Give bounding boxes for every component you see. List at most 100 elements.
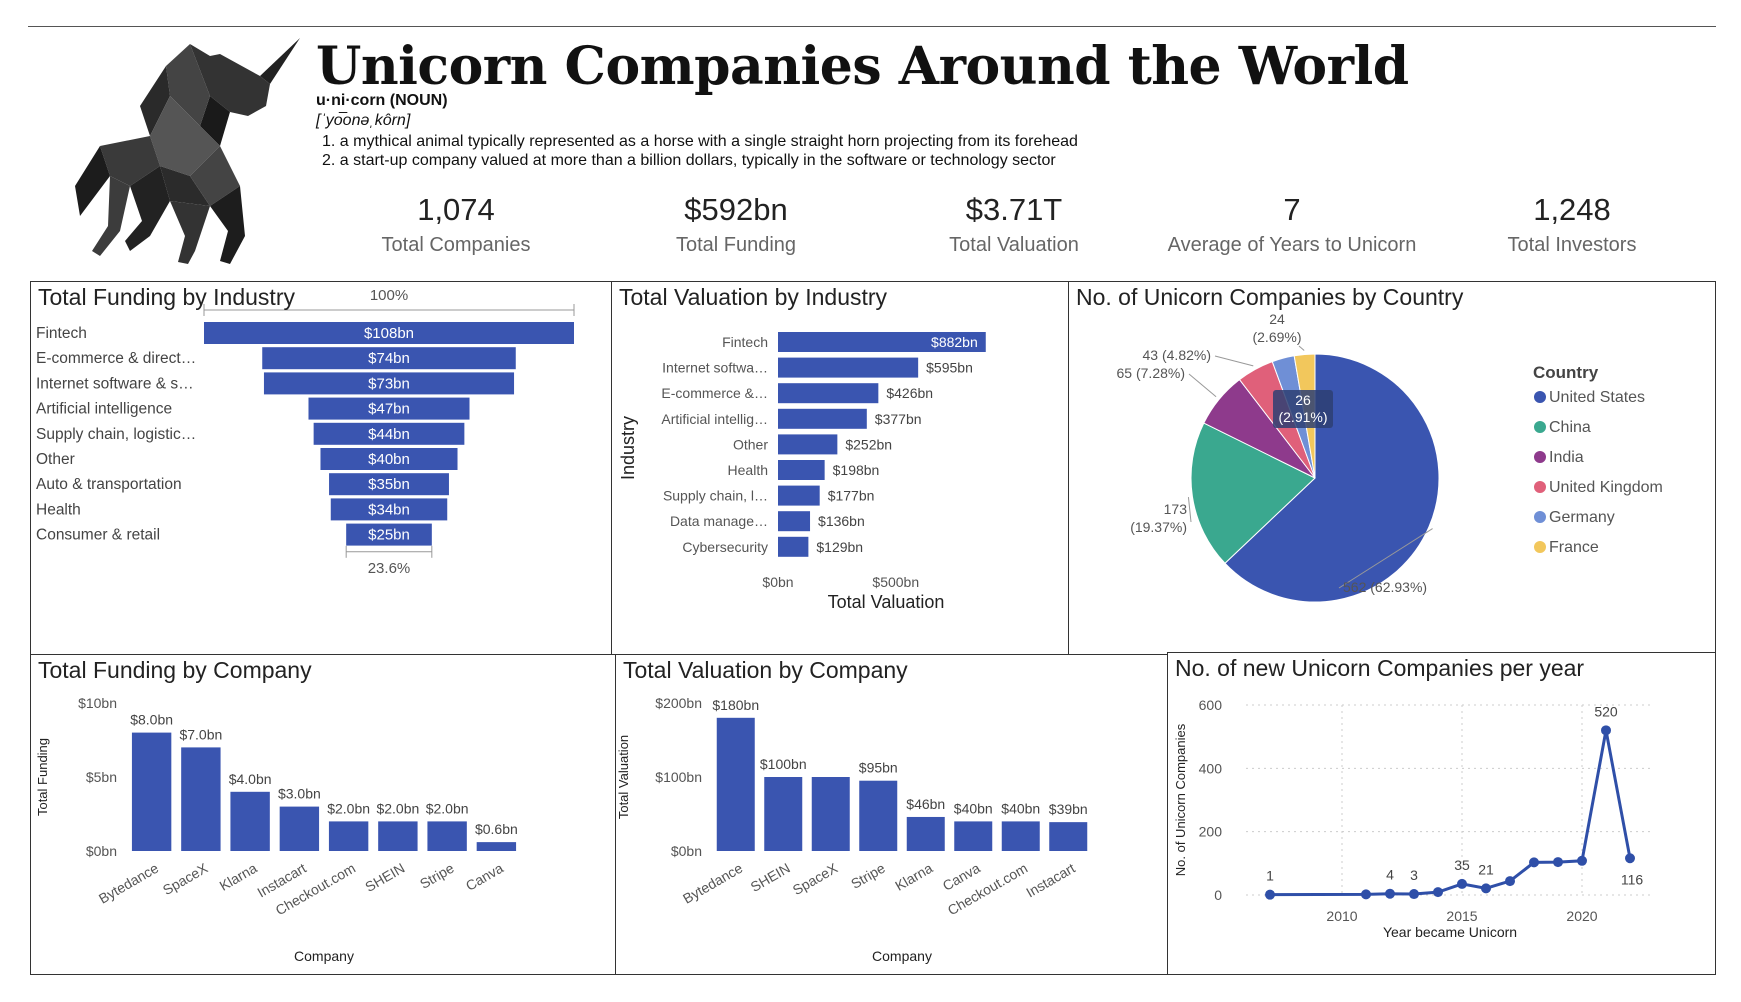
funnel-category-label: Health xyxy=(36,501,81,518)
funnel-bar-label: $73bn xyxy=(368,375,410,392)
panel-funding-by-company[interactable]: Total Funding by Company $0bn $5bn $10bn $8… xyxy=(30,654,616,975)
company-bar xyxy=(811,777,850,851)
panel-valuation-by-company[interactable]: Total Valuation by Company $0bn $100bn $20… xyxy=(615,654,1168,975)
series-point xyxy=(1409,889,1419,900)
legend-title: Country xyxy=(1533,363,1599,382)
company-category-label: SHEIN xyxy=(362,860,407,895)
funnel-bottom-label: 23.6% xyxy=(368,560,411,577)
point-label: 35 xyxy=(1454,857,1470,873)
legend-entry: India xyxy=(1549,449,1584,466)
y-tick-label: $5bn xyxy=(86,769,117,785)
series-point xyxy=(1361,889,1371,900)
valuation-industry-bar-label: $377bn xyxy=(875,411,922,427)
funnel-bar xyxy=(320,448,458,470)
point-label: 520 xyxy=(1594,703,1618,719)
company-category-label: SpaceX xyxy=(790,859,841,898)
pie-slice-label: 65 (7.28%) xyxy=(1117,365,1185,381)
legend-entry: United Kingdom xyxy=(1549,479,1663,496)
company-bar-label: $40bn xyxy=(1001,800,1040,816)
legend-entry: Germany xyxy=(1549,509,1615,526)
point-label: 21 xyxy=(1478,861,1494,877)
pie-leader-line xyxy=(1187,497,1192,523)
funnel-bar-label: $74bn xyxy=(368,350,410,367)
valuation-industry-bar-label: $136bn xyxy=(818,513,865,529)
series-point xyxy=(1553,857,1563,868)
pie-slice-label: (2.69%) xyxy=(1252,329,1301,345)
kpi-total-investors: 1,248 Total Investors xyxy=(1432,192,1712,257)
panel-funding-by-industry[interactable]: Total Funding by Industry 100% $108bn Fint… xyxy=(30,281,612,655)
page-title: Unicorn Companies Around the World xyxy=(316,36,1409,97)
chart-funding-by-company: $0bn $5bn $10bn $8.0bn Bytedance $7.0bn SpaceX… xyxy=(35,695,518,964)
pie-slice-label: (19.37%) xyxy=(1130,519,1187,535)
company-category-label: Klarna xyxy=(217,860,260,894)
valuation-industry-bar xyxy=(778,434,838,455)
y-tick-label: 0 xyxy=(1214,887,1222,903)
panel-new-unicorns-per-year[interactable]: No. of new Unicorn Companies per year 0 2… xyxy=(1167,652,1716,975)
panel-companies-by-country[interactable]: No. of Unicorn Companies by Country 562 … xyxy=(1068,281,1716,655)
company-category-label: Stripe xyxy=(848,860,888,892)
valuation-industry-category: Fintech xyxy=(722,334,768,350)
y-axis-title: Total Valuation xyxy=(616,735,631,819)
x-axis-title: Company xyxy=(294,948,354,964)
company-bar xyxy=(859,780,898,851)
valuation-industry-category: Cybersecurity xyxy=(682,539,768,555)
funnel-bar-label: $25bn xyxy=(368,527,410,544)
point-label: 1 xyxy=(1266,868,1274,884)
kpi-label: Total Funding xyxy=(675,234,797,256)
x-axis-title: Year became Unicorn xyxy=(1383,924,1517,940)
series-point xyxy=(1265,889,1275,900)
company-bar-label: $100bn xyxy=(760,756,807,772)
company-bar xyxy=(716,717,755,851)
panel-title: Total Funding by Industry xyxy=(38,284,295,310)
definition-item: 1. a mythical animal typically represent… xyxy=(322,133,1078,150)
funnel-category-label: Consumer & retail xyxy=(36,527,160,544)
chart-new-unicorns-per-year: 0 200 400 600 2010 2015 2020 1 4 3 35 21 520 116 Year … xyxy=(1173,697,1654,940)
pie-leader-line xyxy=(1188,373,1217,398)
pie-leader-line xyxy=(1214,355,1254,367)
company-bar xyxy=(427,821,467,851)
company-bar xyxy=(328,821,369,851)
company-bar-label: $2.0bn xyxy=(426,800,469,816)
valuation-industry-bar-label: $595bn xyxy=(926,360,973,376)
series-line xyxy=(1269,730,1632,897)
header-rule xyxy=(28,26,1716,27)
chart-valuation-by-company: $0bn $100bn $200bn $180bn Bytedance $100bn SHE… xyxy=(616,695,1088,964)
point-label: 4 xyxy=(1386,867,1394,883)
funnel-bar-label: $47bn xyxy=(368,401,410,418)
pie-leader-line xyxy=(1298,345,1305,351)
y-tick-label: 600 xyxy=(1199,697,1223,713)
pie-slice xyxy=(1224,353,1440,603)
series-point xyxy=(1505,876,1515,887)
valuation-industry-bar-label: $129bn xyxy=(816,539,863,555)
valuation-industry-bar xyxy=(778,536,809,557)
valuation-industry-category: E-commerce &… xyxy=(661,385,768,401)
panel-title: No. of Unicorn Companies by Country xyxy=(1076,284,1464,310)
valuation-industry-category: Internet softwa… xyxy=(662,360,768,376)
company-bar-label: $46bn xyxy=(906,796,945,812)
chart-funding-by-industry: 100% $108bn Fintech $74bn E-commerce & direc… xyxy=(36,287,575,577)
company-category-label: SHEIN xyxy=(748,860,793,895)
company-bar-label: $95bn xyxy=(859,760,898,776)
x-tick-label: 2020 xyxy=(1566,908,1597,924)
kpi-value: $592bn xyxy=(684,192,788,227)
kpi-label: Total Valuation xyxy=(949,234,1079,256)
kpi-total-companies: 1,074 Total Companies xyxy=(316,192,596,257)
definition-word: u·ni·corn (NOUN) xyxy=(316,92,448,109)
kpi-value: 1,248 xyxy=(1533,192,1611,227)
kpi-total-valuation: $3.71T Total Valuation xyxy=(874,192,1154,257)
panel-valuation-by-industry[interactable]: Total Valuation by Industry Fintech $882b… xyxy=(611,281,1069,655)
kpi-average-years: 7 Average of Years to Unicorn xyxy=(1152,192,1432,257)
funnel-category-label: Other xyxy=(36,451,75,468)
series-point xyxy=(1481,883,1491,894)
valuation-industry-bar xyxy=(778,511,811,532)
series-point xyxy=(1457,878,1467,889)
valuation-industry-category: Supply chain, l… xyxy=(663,488,768,504)
company-bar xyxy=(378,821,418,851)
y-tick-label: $0bn xyxy=(671,843,702,859)
valuation-industry-bar-label: $252bn xyxy=(845,436,892,452)
valuation-industry-bar-label: $177bn xyxy=(828,488,875,504)
funnel-bar-label: $40bn xyxy=(368,451,410,468)
company-bar-label: $8.0bn xyxy=(130,712,173,728)
definition-list: 1. a mythical animal typically represent… xyxy=(322,132,1078,170)
kpi-label: Average of Years to Unicorn xyxy=(1167,234,1417,256)
